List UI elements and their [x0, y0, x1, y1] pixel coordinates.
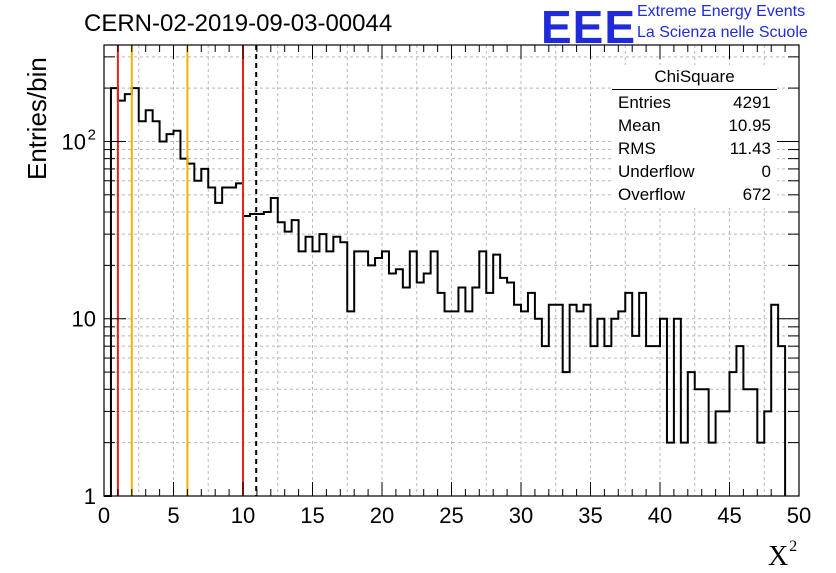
x-tick-label: 15	[300, 503, 324, 528]
stat-entries-label: Entries	[618, 93, 671, 112]
stat-underflow-value: 0	[761, 162, 771, 181]
x-tick-label: 0	[98, 503, 110, 528]
reference-lines	[116, 45, 258, 496]
axis-ticks	[103, 45, 800, 497]
y-tick-label-exponent: 2	[88, 126, 96, 143]
stat-mean-label: Mean	[618, 116, 661, 135]
stat-mean-value: 10.95	[728, 116, 771, 135]
y-tick-label: 10	[62, 129, 86, 154]
run-title: CERN-02-2019-09-03-00044	[84, 10, 393, 37]
y-axis-label: Entries/bin	[22, 57, 52, 180]
x-tick-label: 20	[370, 503, 394, 528]
x-tick-label: 45	[717, 503, 741, 528]
histogram-step-line	[104, 87, 787, 497]
x-tick-label: 30	[509, 503, 533, 528]
y-tick-label: 1	[84, 484, 96, 509]
x-tick-label: 25	[439, 503, 463, 528]
y-tick-label: 10	[72, 307, 96, 332]
histogram-series	[104, 87, 787, 497]
x-tick-label: 35	[578, 503, 602, 528]
x-tick-label: 50	[787, 503, 811, 528]
logo-subtitle-1: Extreme Energy Events	[637, 3, 806, 20]
stat-overflow-value: 672	[742, 185, 771, 204]
grid-lines	[104, 45, 799, 496]
x-axis-label-base: X	[768, 541, 789, 572]
x-axis-label: X2	[768, 538, 797, 573]
stat-rms-label: RMS	[618, 139, 656, 158]
x-tick-label: 10	[231, 503, 255, 528]
stats-divider	[612, 89, 777, 90]
x-axis-label-exponent: 2	[789, 538, 798, 555]
eee-logo: EEE	[541, 1, 637, 53]
stats-title: ChiSquare	[654, 67, 735, 86]
stats-box: ChiSquare Entries 4291 Mean 10.95 RMS 11.43…	[612, 65, 777, 208]
x-tick-label: 40	[648, 503, 672, 528]
x-tick-label: 5	[167, 503, 179, 528]
stat-overflow-label: Overflow	[618, 185, 686, 204]
stat-rms-value: 11.43	[729, 139, 771, 158]
logo-subtitle-2: La Scienza nelle Scuole	[637, 24, 808, 41]
stat-underflow-label: Underflow	[618, 162, 695, 181]
stat-entries-value: 4291	[733, 93, 771, 112]
